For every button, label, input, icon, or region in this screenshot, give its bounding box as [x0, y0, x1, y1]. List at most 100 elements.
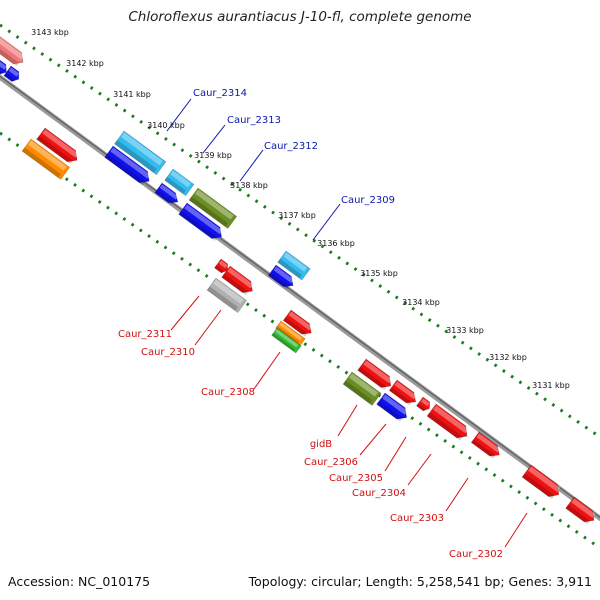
feature-body — [164, 168, 195, 197]
feature-highlight — [476, 433, 501, 453]
gene-feature — [104, 145, 151, 186]
feature-shadow — [36, 135, 74, 165]
gene-feature — [388, 379, 417, 406]
feature-body — [376, 392, 407, 420]
gene-leader-line — [312, 203, 341, 241]
gene-label: Caur_2306 — [304, 457, 358, 468]
tick-label-kbp: 3141 kbp — [113, 90, 151, 99]
feature-shadow — [114, 140, 157, 173]
gene-feature — [282, 309, 313, 337]
inner-tick-ring — [0, 131, 600, 550]
gene-label: Caur_2302 — [449, 549, 503, 560]
feature-shadow — [22, 147, 62, 178]
feature-body — [114, 130, 167, 176]
feature-highlight — [213, 279, 244, 304]
gene-leader-line — [384, 436, 407, 472]
gene-leader-line — [407, 453, 432, 486]
feature-highlight — [288, 311, 313, 331]
tick-label-kbp: 3138 kbp — [230, 181, 268, 190]
gene-feature — [470, 431, 501, 459]
gene-leader-line — [239, 149, 264, 182]
tick-labels: 3143 kbp 3142 kbp 3141 kbp 3140 kbp 3139 kbp… — [31, 28, 570, 390]
tick-label-kbp: 3134 kbp — [402, 298, 440, 307]
feature-highlight — [394, 381, 417, 400]
feature-shadow — [268, 272, 290, 290]
feature-body — [104, 145, 150, 184]
gene-feature — [376, 392, 408, 422]
gene-feature — [0, 57, 7, 76]
feature-body — [3, 65, 20, 82]
feature-shadow — [0, 40, 20, 67]
gene-label: Caur_2308 — [201, 387, 255, 398]
gene-label: Caur_2311 — [118, 329, 172, 340]
feature-shadow — [277, 258, 302, 279]
feature-highlight — [363, 360, 393, 384]
feature-highlight — [159, 184, 179, 200]
feature-body — [277, 250, 311, 281]
feature-highlight — [433, 405, 469, 434]
gene-feature — [275, 320, 306, 347]
feature-shadow — [189, 196, 229, 227]
gene-feature — [521, 464, 561, 499]
gene-label: Caur_2314 — [193, 88, 247, 99]
feature-shadow — [522, 473, 555, 499]
feature-body — [36, 127, 78, 163]
gene-feature — [164, 168, 195, 197]
tick-label-kbp: 3142 kbp — [66, 59, 104, 68]
tick-label-kbp: 3139 kbp — [194, 151, 232, 160]
gene-leader-line — [504, 512, 528, 548]
gene-feature — [214, 258, 229, 274]
feature-shadow — [221, 273, 249, 296]
gene-label: Caur_2303 — [390, 513, 444, 524]
feature-highlight — [382, 394, 408, 415]
gene-label: Caur_2309 — [341, 195, 395, 206]
gene-label: Caur_2312 — [264, 141, 318, 152]
feature-body — [342, 371, 382, 406]
feature-body — [388, 379, 417, 404]
gene-feature — [0, 32, 25, 67]
feature-body — [178, 202, 222, 239]
feature-body — [565, 496, 595, 523]
gene-label: Caur_2305 — [329, 473, 383, 484]
feature-shadow — [271, 333, 296, 352]
feature-body — [426, 403, 468, 439]
feature-shadow — [471, 439, 496, 459]
genome-summary-text: Topology: circular; Length: 5,258,541 bp… — [248, 574, 592, 589]
feature-shadow — [104, 153, 146, 186]
reverse-gene-labels: Caur_2311 Caur_2310 Caur_2308 gidB Caur_2306… — [118, 295, 528, 560]
gene-feature — [267, 264, 294, 290]
gene-feature — [416, 396, 431, 412]
feature-shadow — [283, 317, 308, 337]
feature-shadow — [214, 265, 224, 274]
feature-highlight — [42, 129, 79, 158]
map-title: Chloroflexus aurantiacus J-10-fl, comple… — [128, 9, 472, 25]
feature-highlight — [283, 252, 308, 272]
feature-highlight — [528, 466, 561, 492]
gene-leader-line — [253, 351, 281, 390]
gene-feature — [271, 327, 302, 354]
feature-highlight — [273, 266, 294, 284]
feature-highlight — [110, 147, 151, 179]
gene-feature — [357, 358, 393, 390]
feature-shadow — [207, 286, 238, 311]
tick-rings — [0, 23, 600, 550]
feature-body — [267, 264, 294, 288]
feature-highlight — [0, 59, 7, 70]
tick-label-kbp: 3140 kbp — [147, 121, 185, 130]
feature-shadow — [376, 400, 403, 422]
gene-leader-line — [166, 98, 192, 132]
feature-shadow — [3, 72, 15, 83]
feature-highlight — [28, 140, 67, 171]
feature-body — [416, 396, 431, 412]
feature-body — [21, 138, 71, 180]
feature-highlight — [571, 498, 596, 518]
backbone-layer — [0, 74, 600, 522]
gene-leader-line — [194, 309, 222, 346]
accession-text: Accession: NC_010175 — [8, 574, 151, 589]
gene-label: Caur_2304 — [352, 488, 406, 499]
feature-highlight — [420, 398, 430, 407]
tick-label-kbp: 3136 kbp — [317, 239, 355, 248]
gene-feature — [426, 403, 469, 441]
feature-shadow — [154, 189, 174, 206]
gene-feature — [178, 202, 223, 241]
